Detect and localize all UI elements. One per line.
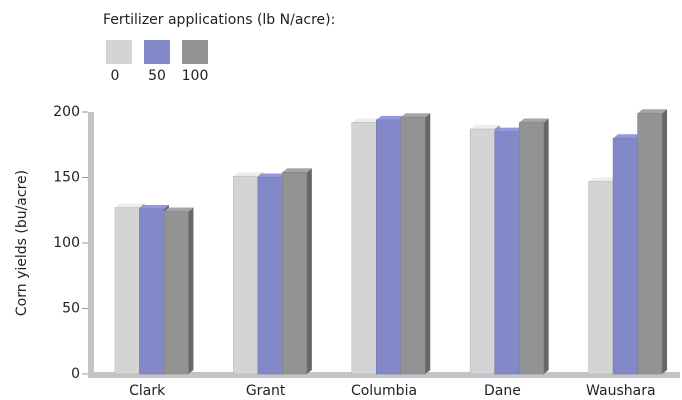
bar-top — [400, 113, 431, 118]
bar-top — [376, 115, 406, 120]
x-tick-label: Clark — [129, 383, 166, 399]
bar-top — [613, 134, 643, 139]
bar-top — [494, 127, 525, 132]
bar — [139, 208, 165, 375]
y-tick-label: 50 — [62, 301, 80, 317]
bar-side — [425, 113, 431, 375]
bar-top — [114, 203, 145, 208]
bar — [400, 116, 426, 375]
bar-top — [282, 168, 312, 173]
bar — [637, 113, 663, 375]
y-axis-label: Corn yields (bu/acre) — [14, 170, 30, 316]
legend-label: 100 — [182, 68, 209, 84]
x-tick-label: Columbia — [351, 383, 417, 399]
floor — [88, 372, 680, 378]
bar-side — [188, 207, 194, 374]
bar — [612, 137, 638, 375]
bar — [114, 207, 140, 375]
bar — [376, 119, 401, 375]
bar — [351, 122, 377, 375]
bar-top — [519, 118, 549, 123]
bar — [518, 122, 544, 375]
x-tick-label: Grant — [246, 383, 286, 399]
y-tick-label: 0 — [71, 366, 80, 382]
bar-top — [257, 173, 288, 178]
legend-label: 0 — [111, 68, 120, 84]
bar-top — [470, 125, 500, 130]
bar-top — [588, 177, 619, 182]
bar — [233, 175, 259, 375]
x-tick-label: Dane — [484, 383, 521, 399]
bar — [469, 128, 495, 375]
bar-top — [139, 204, 169, 209]
y-axis-wall — [88, 112, 94, 378]
legend-label: 50 — [148, 68, 166, 84]
bar-top — [163, 207, 194, 212]
bar-top — [637, 109, 668, 114]
legend-swatch — [182, 40, 208, 64]
bar — [588, 181, 614, 375]
legend-title: Fertilizer applications (lb N/acre): — [103, 12, 335, 28]
bar-side — [543, 118, 549, 374]
bar-top — [351, 118, 382, 123]
legend-swatch — [106, 40, 132, 64]
bar-top — [233, 172, 263, 177]
bar-side — [662, 109, 668, 374]
bar — [257, 177, 283, 375]
x-tick-label: Waushara — [586, 383, 655, 399]
bar-side — [306, 168, 312, 374]
legend-swatch — [144, 40, 170, 64]
y-tick-label: 100 — [53, 235, 80, 251]
bar — [494, 131, 520, 375]
y-tick-label: 200 — [53, 104, 80, 120]
bar — [163, 211, 189, 375]
y-tick-label: 150 — [53, 170, 80, 186]
bar — [282, 172, 308, 375]
